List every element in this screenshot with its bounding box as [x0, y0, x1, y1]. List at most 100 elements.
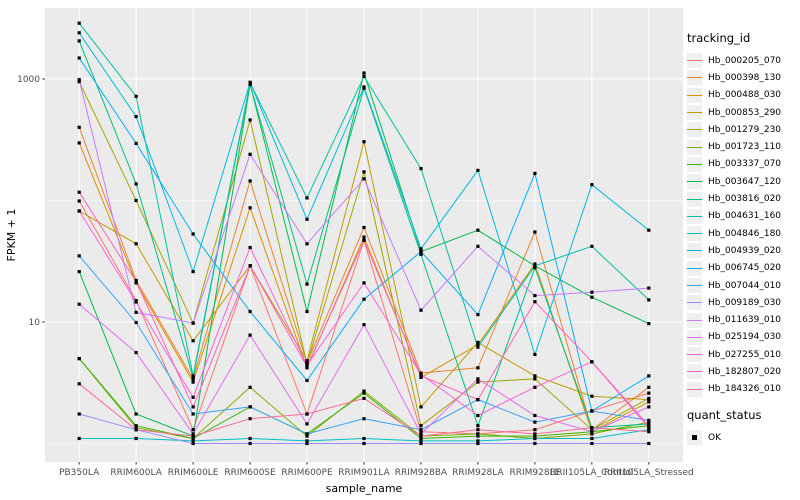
- data-point: [590, 428, 594, 432]
- data-point: [590, 426, 594, 430]
- data-point: [77, 141, 81, 145]
- x-tick-label: RRIM600LA: [110, 468, 162, 478]
- data-point: [590, 409, 594, 413]
- data-point: [77, 39, 81, 43]
- legend-entry: Hb_004939_020: [687, 242, 799, 259]
- data-point: [305, 432, 309, 436]
- data-point: [533, 262, 537, 266]
- legend-key: [687, 381, 702, 397]
- legend-key: [687, 260, 702, 276]
- data-point: [419, 439, 423, 443]
- data-point: [191, 434, 195, 438]
- legend-key: [687, 122, 702, 138]
- data-point: [305, 364, 309, 369]
- data-point: [362, 297, 366, 301]
- legend-line-sample: [687, 94, 702, 96]
- data-point: [77, 199, 81, 203]
- data-point: [533, 294, 537, 298]
- x-tick-label: RRIM600SE: [224, 468, 276, 478]
- data-point: [476, 340, 480, 344]
- data-point: [362, 389, 366, 393]
- data-point: [305, 217, 309, 221]
- legend-line-sample: [687, 371, 702, 373]
- legend-key: [687, 243, 702, 259]
- data-point: [647, 298, 651, 302]
- data-point: [476, 441, 480, 446]
- legend-entry: Hb_000398_130: [687, 69, 799, 86]
- x-axis-title: sample_name: [326, 482, 403, 495]
- data-point: [77, 190, 81, 194]
- y-tick-label: 10: [29, 318, 41, 328]
- data-point: [134, 436, 138, 441]
- data-point: [191, 432, 195, 436]
- legend-key: [687, 226, 702, 242]
- data-point: [419, 308, 423, 312]
- data-point: [77, 21, 81, 25]
- legend-label: Hb_001279_230: [708, 124, 782, 135]
- legend-label: Hb_006745_020: [708, 263, 782, 274]
- data-point: [191, 232, 195, 236]
- data-point: [476, 377, 480, 381]
- black-square-marker-icon: [692, 435, 697, 440]
- data-point: [419, 428, 423, 432]
- legend-label: Hb_000488_030: [708, 90, 782, 101]
- data-point: [305, 242, 309, 246]
- data-point: [248, 245, 252, 250]
- data-point: [476, 439, 480, 443]
- data-point: [77, 80, 81, 84]
- legend-key: [687, 105, 702, 121]
- legend-line-sample: [687, 198, 702, 200]
- legend-label: Hb_001723_110: [708, 142, 782, 153]
- data-point: [134, 428, 138, 432]
- legend-label: Hb_009189_030: [708, 297, 782, 308]
- data-point: [362, 235, 366, 239]
- data-point: [248, 179, 252, 183]
- data-point: [476, 434, 480, 438]
- legend-key: [687, 139, 702, 155]
- data-point: [191, 441, 195, 446]
- data-point: [134, 300, 138, 304]
- legend-label: Hb_011639_010: [708, 315, 782, 326]
- data-point: [362, 140, 366, 144]
- data-point: [647, 286, 651, 290]
- data-point: [533, 413, 537, 418]
- data-point: [590, 441, 594, 446]
- data-point: [533, 434, 537, 438]
- data-point: [134, 310, 138, 314]
- data-point: [533, 230, 537, 234]
- legend-line-sample: [687, 336, 702, 338]
- legend-key: [687, 295, 702, 311]
- legend-line-sample: [687, 354, 702, 356]
- data-point: [248, 417, 252, 421]
- data-point: [248, 309, 252, 314]
- data-point: [647, 430, 651, 434]
- data-point: [533, 352, 537, 357]
- x-tick-label: RRIM600LE: [168, 468, 219, 478]
- data-point: [590, 430, 594, 434]
- legend-entry: Hb_003647_120: [687, 173, 799, 190]
- legend-label: Hb_007044_010: [708, 280, 782, 291]
- legend-entry: Hb_025194_030: [687, 329, 799, 346]
- legend-line-sample: [687, 163, 702, 165]
- legend-key: [687, 329, 702, 345]
- legend-entry: Hb_003337_070: [687, 156, 799, 173]
- legend-line-sample: [687, 129, 702, 131]
- data-point: [248, 83, 252, 87]
- data-point: [533, 374, 537, 378]
- legend-entry: Hb_027255_010: [687, 346, 799, 363]
- data-point: [134, 242, 138, 246]
- legend-entry: Hb_000205_070: [687, 52, 799, 69]
- data-point: [647, 400, 651, 404]
- data-point: [362, 441, 366, 446]
- data-point: [647, 228, 651, 232]
- legend-entries: Hb_000205_070 Hb_000398_130 Hb_000488_030 H…: [687, 52, 799, 398]
- data-point: [647, 420, 651, 424]
- data-point: [362, 225, 366, 230]
- legend-line-sample: [687, 233, 702, 235]
- data-point: [647, 405, 651, 409]
- data-point: [77, 209, 81, 213]
- data-point: [77, 357, 81, 361]
- data-point: [590, 432, 594, 436]
- legend-key: [687, 156, 702, 172]
- data-point: [134, 94, 138, 98]
